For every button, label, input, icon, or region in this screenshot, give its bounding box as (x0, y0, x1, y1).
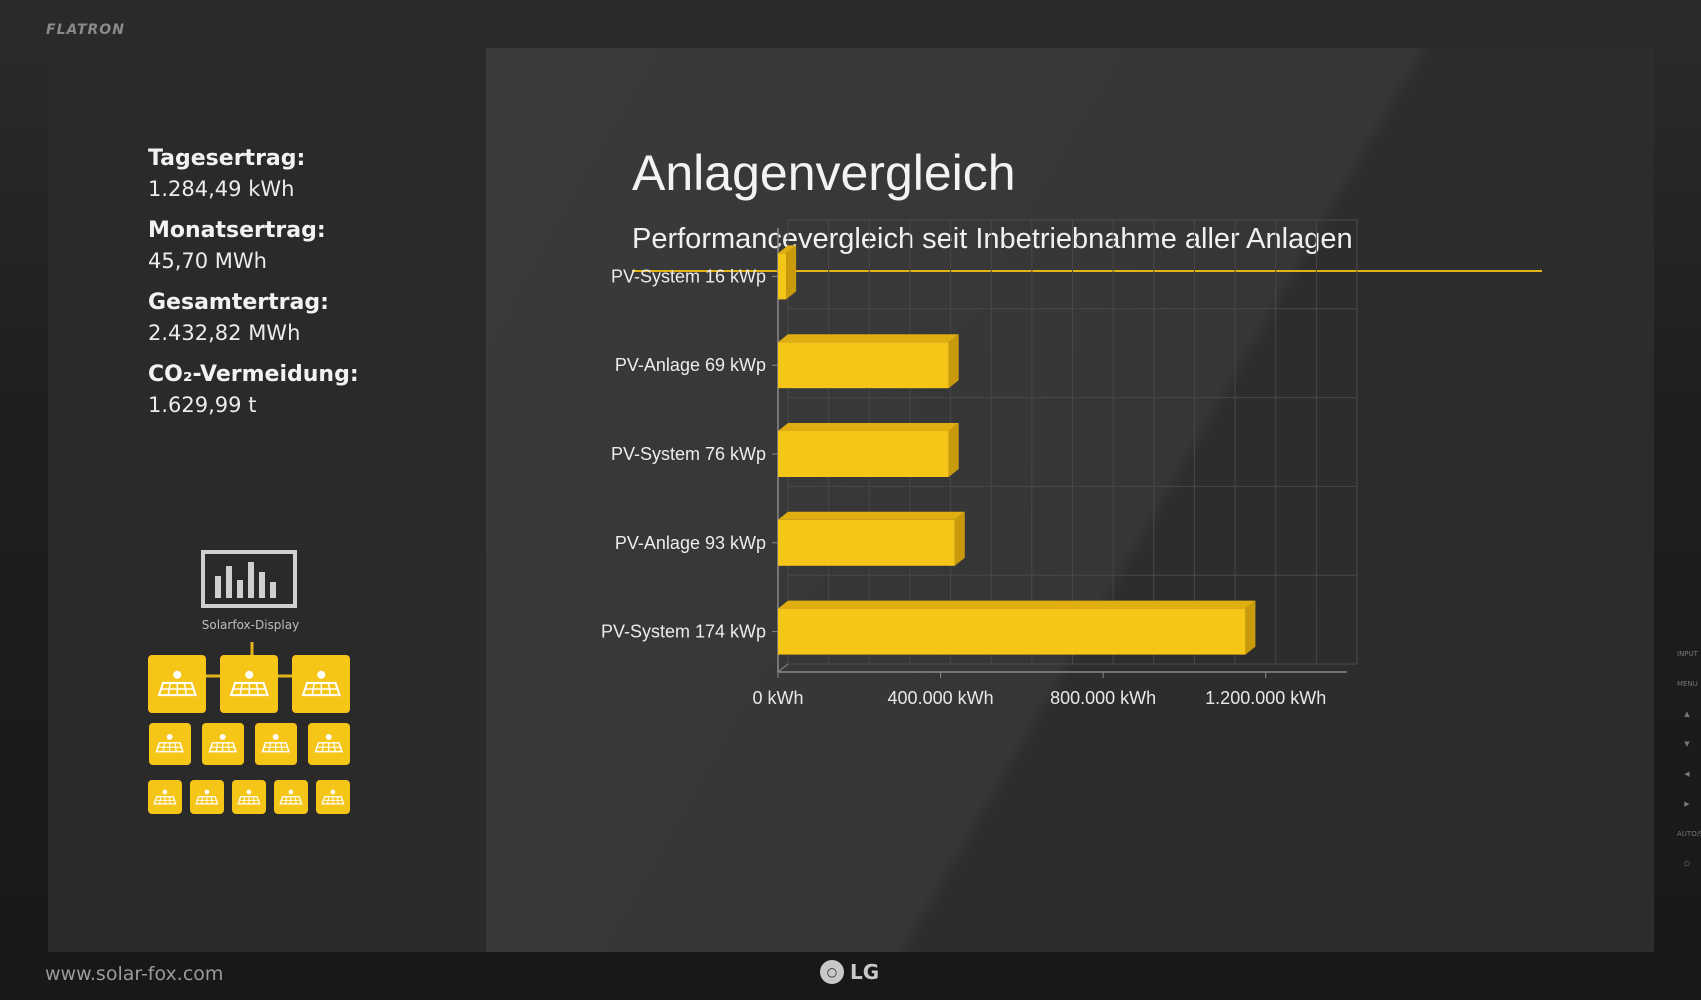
axis-depth (777, 663, 789, 673)
main-content: Anlagenvergleich Performancevergleich se… (486, 48, 1654, 952)
monitor-brand: FLATRON (46, 22, 125, 38)
solar-panel-icon (292, 655, 350, 713)
control-auto-set[interactable]: AUTO/SET (1677, 830, 1701, 838)
control-input[interactable]: INPUT (1677, 650, 1698, 658)
bar-top (778, 334, 959, 343)
bar-top (778, 245, 797, 254)
stats-list: Tagesertrag: 1.284,49 kWh Monatsertrag: … (148, 144, 359, 432)
stat-daily: Tagesertrag: 1.284,49 kWh (148, 144, 359, 204)
x-tick-label: 400.000 kWh (888, 688, 994, 708)
control-down[interactable]: ▼ (1684, 740, 1690, 748)
monitor-controls: INPUT MENU ▲ ▼ ◀ ▶ AUTO/SET ⏻ (1677, 650, 1701, 891)
bar (778, 253, 787, 300)
category-label: PV-Anlage 69 kWp (615, 355, 766, 375)
bar-top (778, 600, 1256, 609)
solar-panel-icon (232, 780, 266, 814)
solar-panel-icon (148, 655, 206, 713)
stat-value: 2.432,82 MWh (148, 321, 301, 345)
control-left[interactable]: ◀ (1684, 770, 1690, 778)
category-label: PV-System 76 kWp (611, 444, 766, 464)
solar-panel-icon (148, 723, 191, 765)
website-url: www.solar-fox.com (45, 963, 224, 985)
bar-top (778, 423, 959, 431)
control-menu[interactable]: MENU (1677, 680, 1698, 688)
solar-panel-icon (220, 655, 278, 713)
lg-logo-text: LG (850, 960, 880, 984)
solar-panel-icon (274, 780, 308, 814)
display-label: Solarfox-Display (201, 618, 300, 632)
solar-panel-icon (148, 780, 182, 814)
screen: Tagesertrag: 1.284,49 kWh Monatsertrag: … (48, 48, 1654, 952)
page-title: Anlagenvergleich (632, 145, 1016, 201)
sidebar: Tagesertrag: 1.284,49 kWh Monatsertrag: … (48, 48, 486, 952)
bar-side (1245, 600, 1256, 655)
x-tick-label: 1.200.000 kWh (1205, 688, 1326, 708)
page-subtitle: Performancevergleich seit Inbetriebnahme… (632, 223, 1353, 255)
bar (778, 519, 955, 566)
control-up[interactable]: ▲ (1684, 710, 1690, 718)
bar (778, 608, 1246, 655)
lg-circle-icon: ○ (820, 960, 844, 984)
category-label: PV-System 16 kWp (611, 266, 766, 286)
bar-side (786, 245, 797, 300)
control-right[interactable]: ▶ (1684, 800, 1690, 808)
x-tick-label: 800.000 kWh (1050, 688, 1156, 708)
x-tick-label: 0 kWh (752, 688, 803, 708)
solar-panel-icon (307, 723, 350, 765)
stat-monthly: Monatsertrag: 45,70 MWh (148, 216, 359, 276)
category-label: PV-System 174 kWp (601, 622, 766, 642)
bar-top (778, 511, 965, 520)
stat-total: Gesamtertrag: 2.432,82 MWh (148, 288, 359, 348)
category-label: PV-Anlage 93 kWp (615, 533, 766, 553)
stat-label: Gesamtertrag: (148, 290, 329, 315)
stat-label: Tagesertrag: (148, 146, 306, 171)
control-power[interactable]: ⏻ (1684, 860, 1690, 868)
stat-label: CO₂-Vermeidung: (148, 362, 359, 387)
lg-logo: ○ LG (820, 960, 879, 984)
title-divider (632, 270, 1542, 272)
bar-chart-display-icon (201, 550, 297, 608)
bar-chart: 0 kWh 400.000 kWh 800.000 kWh 1.200.000 kWh… (601, 219, 1358, 708)
solar-panel-icon (201, 723, 244, 765)
bar-side (948, 423, 959, 477)
solar-panel-icon (190, 780, 224, 814)
stat-value: 1.629,99 t (148, 393, 257, 417)
solar-panel-icon (254, 723, 297, 765)
solar-panel-icon (316, 780, 350, 814)
stat-value: 1.284,49 kWh (148, 177, 295, 201)
bar (778, 342, 949, 389)
bar-side (954, 511, 965, 566)
stat-label: Monatsertrag: (148, 218, 326, 243)
bar (778, 431, 949, 477)
stat-value: 45,70 MWh (148, 249, 267, 273)
bar-side (948, 334, 959, 389)
stat-co2: CO₂-Vermeidung: 1.629,99 t (148, 360, 359, 420)
